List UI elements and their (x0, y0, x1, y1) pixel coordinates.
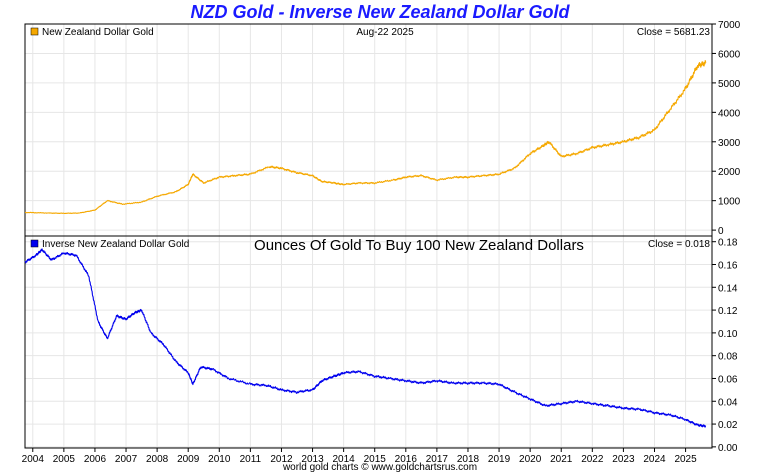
x-tick-label: 2012 (270, 454, 293, 465)
x-tick-label: 2008 (146, 454, 169, 465)
inverse-nzd-gold-series (24, 248, 707, 428)
top-legend-swatch (30, 27, 39, 36)
x-tick-label: 2022 (581, 454, 604, 465)
x-tick-label: 2007 (115, 454, 138, 465)
x-tick-label: 2021 (550, 454, 573, 465)
top-panel-grid (25, 24, 712, 236)
y-tick-label: 5000 (718, 79, 741, 90)
y-tick-label: 4000 (718, 108, 741, 119)
x-axis: 2004 2005 2006 2007 2008 2009 2010 2011 2012 2013… (22, 448, 697, 465)
series-line (24, 248, 707, 428)
nzd-gold-series (25, 60, 707, 215)
footer-credit: world gold charts © www.goldchartsrus.co… (282, 462, 478, 473)
y-tick-label: 0.12 (718, 306, 738, 317)
y-tick-label: 0.14 (718, 283, 738, 294)
y-tick-label: 3000 (718, 138, 741, 149)
y-tick-label: 7000 (718, 20, 741, 31)
y-tick-label: 0.00 (718, 443, 738, 454)
chart-title: NZD Gold - Inverse New Zealand Dollar Go… (190, 2, 570, 22)
x-tick-label: 2004 (22, 454, 45, 465)
x-tick-label: 2010 (208, 454, 231, 465)
y-tick-label: 0.18 (718, 238, 738, 249)
bottom-subtitle: Ounces Of Gold To Buy 100 New Zealand Do… (254, 237, 584, 254)
y-tick-label: 0.16 (718, 260, 738, 271)
top-legend-label: New Zealand Dollar Gold (42, 27, 154, 38)
x-tick-label: 2016 (395, 454, 418, 465)
y-tick-label: 0.02 (718, 420, 738, 431)
bottom-panel-frame (24, 235, 713, 449)
bottom-legend-swatch (30, 239, 39, 248)
y-tick-label: 0.04 (718, 397, 738, 408)
y-tick-label: 6000 (718, 49, 741, 60)
y-tick-label: 0.10 (718, 329, 738, 340)
x-tick-label: 2009 (177, 454, 200, 465)
y-tick-label: 1000 (718, 197, 741, 208)
x-tick-label: 2011 (240, 454, 262, 465)
top-panel-frame (24, 23, 713, 237)
y-tick-label: 0.06 (718, 374, 738, 385)
y-tick-label: 0.08 (718, 352, 738, 363)
x-tick-label: 2014 (333, 454, 356, 465)
top-y-axis: 0 1000 2000 3000 4000 5000 6000 7000 (712, 20, 741, 237)
x-tick-label: 2019 (488, 454, 511, 465)
x-tick-label: 2024 (643, 454, 666, 465)
x-tick-label: 2023 (612, 454, 635, 465)
x-tick-label: 2006 (84, 454, 107, 465)
top-date-label: Aug-22 2025 (356, 27, 414, 38)
bottom-y-axis: 0.00 0.02 0.04 0.06 0.08 0.10 0.12 0.14 0.16 0.18 (712, 238, 738, 454)
top-close-label: Close = 5681.23 (637, 27, 711, 38)
bottom-panel-grid (25, 236, 712, 448)
x-tick-label: 2025 (674, 454, 697, 465)
bottom-close-label: Close = 0.018 (648, 239, 710, 250)
x-tick-label: 2018 (457, 454, 480, 465)
x-tick-label: 2005 (53, 454, 76, 465)
x-tick-label: 2013 (301, 454, 324, 465)
y-tick-label: 0 (718, 226, 724, 237)
bottom-legend-label: Inverse New Zealand Dollar Gold (42, 239, 189, 250)
series-line (25, 60, 707, 215)
x-tick-label: 2020 (519, 454, 542, 465)
x-tick-label: 2017 (426, 454, 449, 465)
y-tick-label: 2000 (718, 167, 741, 178)
x-tick-label: 2015 (364, 454, 387, 465)
